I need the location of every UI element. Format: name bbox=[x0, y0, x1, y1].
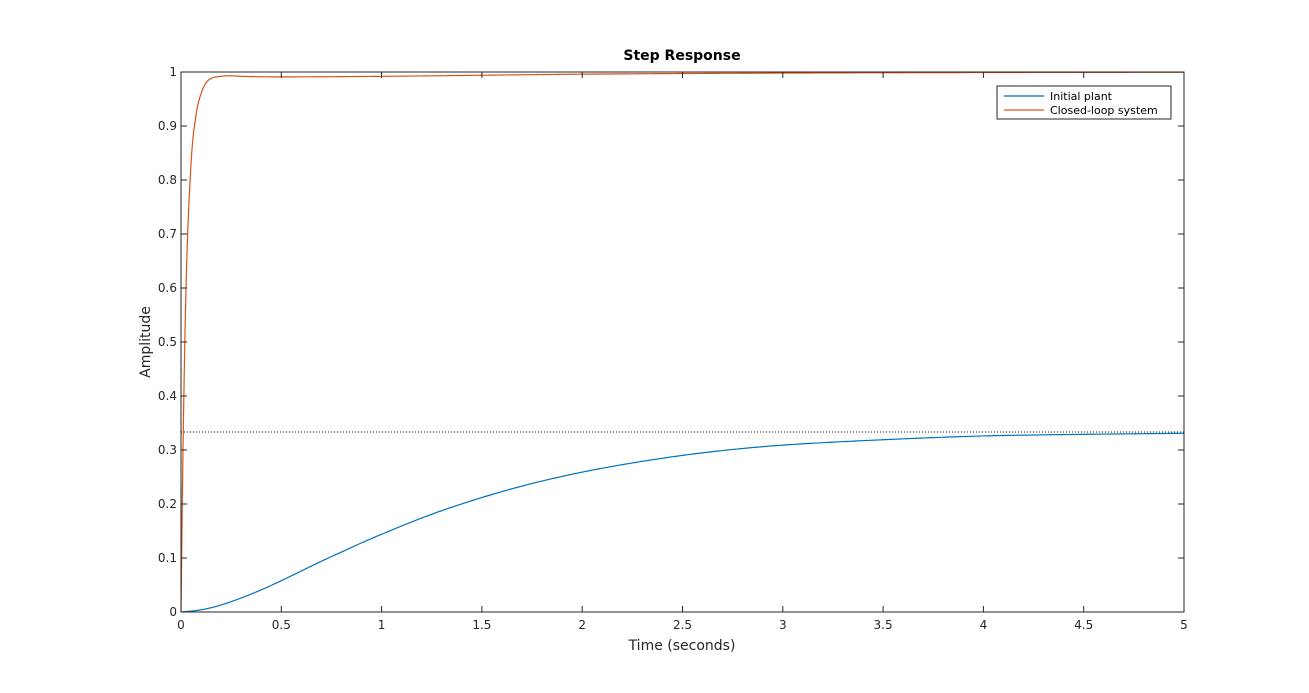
legend-entry-label: Initial plant bbox=[1050, 90, 1113, 103]
y-tick-label: 0.6 bbox=[158, 281, 177, 295]
y-axis-label: Amplitude bbox=[138, 306, 154, 378]
series-line bbox=[180, 432, 1185, 613]
y-tick-label: 0.1 bbox=[158, 551, 177, 565]
y-tick-label: 0.2 bbox=[158, 497, 177, 511]
y-tick-label: 0 bbox=[169, 605, 177, 619]
x-tick-label: 4 bbox=[980, 618, 988, 632]
x-tick-label: 4.5 bbox=[1074, 618, 1093, 632]
y-tick-label: 0.9 bbox=[158, 119, 177, 133]
y-tick-label: 0.4 bbox=[158, 389, 177, 403]
series-line bbox=[180, 71, 1185, 613]
chart-title: Step Response bbox=[623, 48, 740, 64]
legend-entry-label: Closed-loop system bbox=[1050, 104, 1158, 117]
y-tick-label: 0.8 bbox=[158, 173, 177, 187]
x-tick-label: 3.5 bbox=[874, 618, 893, 632]
x-tick-label: 2 bbox=[578, 618, 586, 632]
legend-box bbox=[996, 85, 1172, 120]
x-tick-label: 2.5 bbox=[673, 618, 692, 632]
y-tick-label: 0.3 bbox=[158, 443, 177, 457]
x-tick-label: 0 bbox=[177, 618, 185, 632]
x-axis-label: Time (seconds) bbox=[628, 638, 736, 654]
y-tick-label: 0.7 bbox=[158, 227, 177, 241]
x-tick-label: 5 bbox=[1180, 618, 1188, 632]
x-axis-ticks: 0 0.5 1 1.5 2 2.5 3 3.5 4 4.5 5 bbox=[177, 72, 1188, 632]
y-tick-label: 0.5 bbox=[158, 335, 177, 349]
series-layer bbox=[180, 71, 1185, 613]
x-tick-label: 0.5 bbox=[272, 618, 291, 632]
x-tick-label: 1 bbox=[378, 618, 386, 632]
plot-area bbox=[181, 72, 1184, 612]
x-tick-label: 1.5 bbox=[472, 618, 491, 632]
y-axis-ticks: 0 0.1 0.2 0.3 0.4 0.5 0.6 0.7 0.8 0.9 1 bbox=[158, 65, 1184, 619]
x-tick-label: 3 bbox=[779, 618, 787, 632]
y-tick-label: 1 bbox=[169, 65, 177, 79]
